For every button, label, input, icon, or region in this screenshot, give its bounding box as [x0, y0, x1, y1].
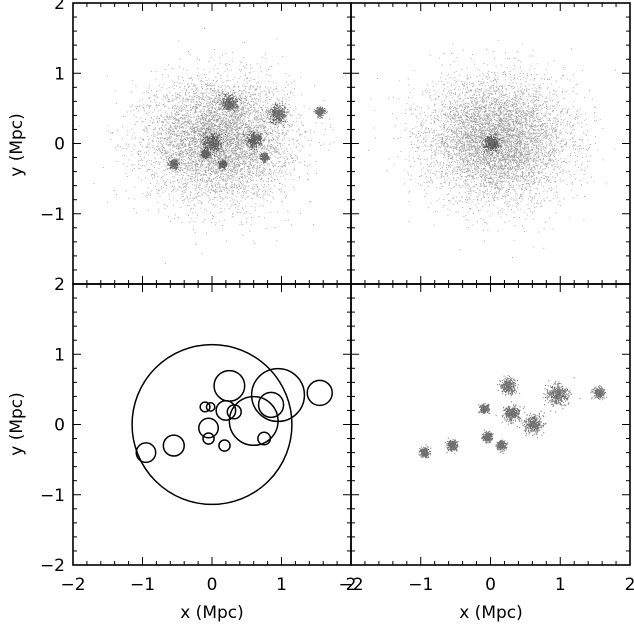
y-tick-label: 0: [54, 416, 65, 436]
clump-9: [418, 444, 432, 459]
x-tick-label: 2: [625, 575, 634, 595]
x-tick-label: −2: [60, 575, 85, 595]
clump-1: [216, 90, 243, 116]
y-tick-label: 0: [54, 135, 65, 155]
clump-6: [217, 158, 228, 171]
x-axis-label-left: x (Mpc): [180, 603, 244, 623]
panel-frame: [350, 283, 631, 566]
subhalo-circle-3: [257, 391, 285, 419]
subhalo-circle-12: [218, 439, 231, 452]
clump-1: [542, 377, 581, 413]
clump-8: [259, 152, 271, 164]
clump-5: [166, 155, 182, 172]
y-tick-label: 1: [54, 64, 65, 84]
ticks: [72, 283, 352, 566]
x-tick-label: 2: [346, 575, 357, 595]
y-tick-label: −2: [40, 556, 65, 576]
clump-4: [444, 437, 459, 454]
panel-top-left: −1 0 1 2: [40, 0, 352, 285]
diffuse-particles: [368, 39, 616, 258]
ticks: [350, 283, 631, 566]
y-tick-label: 1: [54, 345, 65, 365]
clump-2: [263, 100, 292, 128]
x-axis-label-right: x (Mpc): [459, 603, 523, 623]
plot-area-bottom-right: [418, 375, 607, 459]
x-tick-label: −1: [408, 575, 433, 595]
clump-0: [480, 132, 505, 156]
clump-3: [518, 410, 547, 439]
plot-area-top-right: [368, 39, 616, 258]
subhalo-circle-1: [213, 369, 246, 402]
y-axis-label-top: y (Mpc): [7, 113, 27, 177]
y-tick-label: 2: [54, 275, 65, 295]
subhalo-circle-7: [226, 404, 242, 420]
plot-area-bottom-left: [131, 343, 333, 506]
clump-4: [243, 129, 267, 152]
x-tick-label: 0: [207, 575, 218, 595]
x-tick-label: 1: [555, 575, 566, 595]
panel-bottom-left: −2 −1 0 1 2 −2 −1 0 1 2: [40, 275, 356, 595]
clump-3: [313, 106, 328, 120]
x-tick-label: 1: [276, 575, 287, 595]
panel-frame: [72, 283, 352, 566]
clump-5: [495, 439, 509, 455]
subhalo-circle-9: [205, 402, 216, 412]
clump-6: [481, 429, 494, 444]
x-tick-label: −1: [130, 575, 155, 595]
clump-8: [478, 403, 491, 414]
subhalo-circle-5: [228, 395, 279, 447]
clump-7: [200, 147, 212, 160]
subhalo-circle-15: [135, 442, 157, 464]
y-tick-label: −1: [40, 205, 65, 225]
subhalo-circle-8: [199, 401, 211, 413]
plot-area-top-left: [78, 28, 346, 265]
subhalo-circle-10: [198, 417, 220, 439]
x-tick-label: 0: [485, 575, 496, 595]
panel-bottom-right: −2 −1 0 1 2: [338, 283, 634, 595]
subhalo-circle-13: [257, 431, 272, 446]
x-tick-label: −2: [338, 575, 363, 595]
subhalo-circle-0: [131, 343, 293, 506]
subhalo-circle-6: [215, 399, 237, 421]
subhalo-circle-11: [202, 432, 215, 445]
subhalo-circle-4: [306, 379, 333, 407]
subhalo-circle-14: [162, 434, 185, 457]
y-tick-label: −1: [40, 486, 65, 506]
diffuse-particles: [78, 28, 346, 265]
clump-2: [590, 385, 607, 401]
clump-0: [497, 375, 521, 397]
panel-top-right: [350, 2, 631, 285]
y-axis-label-bottom: y (Mpc): [7, 392, 27, 456]
y-tick-label: 2: [54, 0, 65, 14]
clump-7: [495, 401, 525, 428]
